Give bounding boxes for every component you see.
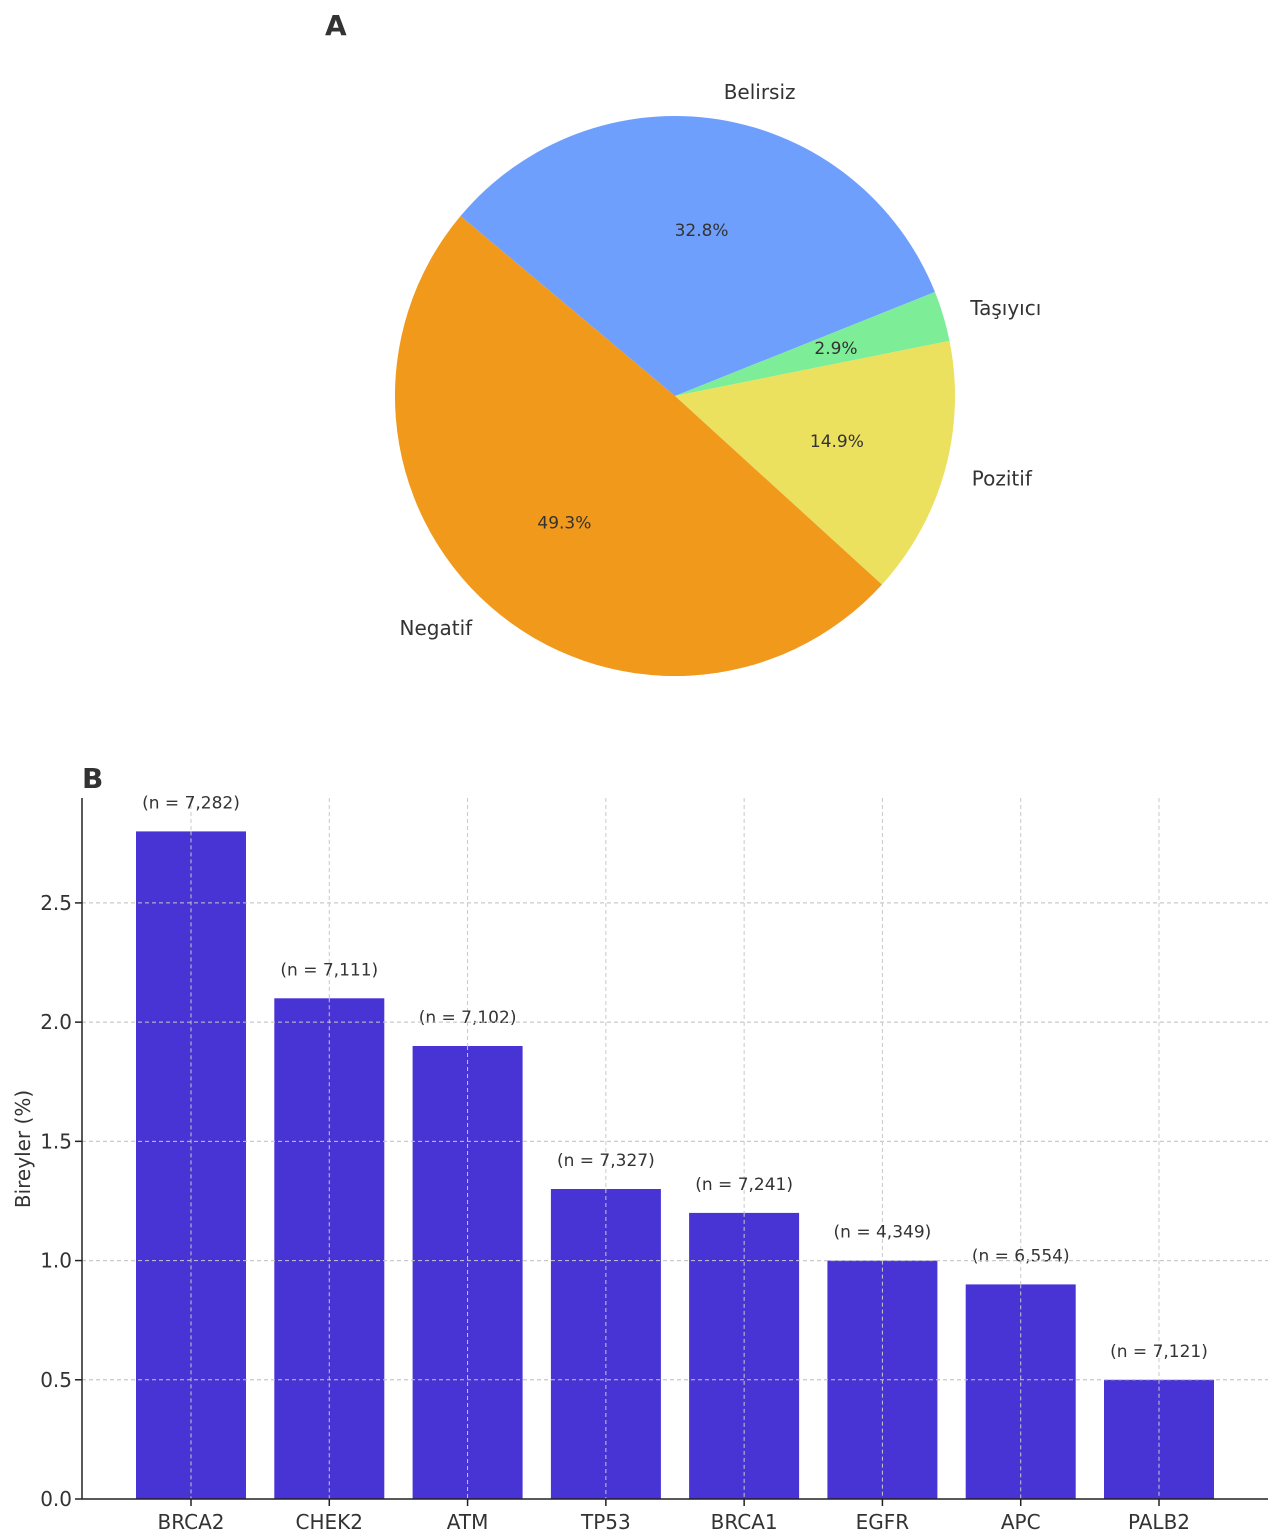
pie-value-tasiyici: 2.9% [814,339,857,359]
bar-bars: (n = 7,282) (n = 7,111) (n = 7,102) (n = 7,… [82,793,1268,1499]
panel-label-b: B [82,762,103,795]
x-tick-label-tp53: TP53 [580,1510,631,1534]
pie-slice-tasiyici [675,292,950,396]
bar-annotation-atm: (n = 7,102) [419,1008,517,1028]
bar-annotation-apc: (n = 6,554) [972,1246,1070,1266]
x-tick-label-chek2: CHEK2 [296,1510,363,1534]
y-tick-label: 2.0 [40,1010,72,1034]
y-tick-label: 0.0 [40,1487,72,1511]
pie-labels: Belirsiz 32.8% Taşıyıcı 2.9% Pozitif 14.9% Neg… [400,80,1042,640]
bar-annotation-brca1: (n = 7,241) [695,1175,793,1195]
pie-slice-pozitif [675,340,955,585]
bar-annotation-brca2: (n = 7,282) [142,793,240,813]
bar-annotation-chek2: (n = 7,111) [280,960,378,980]
y-tick-label: 2.5 [40,891,72,915]
pie-value-pozitif: 14.9% [810,432,864,452]
bar-chek2 [274,998,385,1499]
panel-label-a: A [325,9,347,42]
pie-label-negatif: Negatif [400,616,474,640]
pie-label-pozitif: Pozitif [972,466,1033,490]
x-tick-label-brca1: BRCA1 [711,1510,778,1534]
pie-slice-belirsiz [460,116,935,397]
y-tick-label: 1.5 [40,1129,72,1153]
x-tick-label-palb2: PALB2 [1128,1510,1190,1534]
x-tick-label-brca2: BRCA2 [158,1510,225,1534]
pie-label-belirsiz: Belirsiz [724,80,796,104]
x-tick-label-egfr: EGFR [856,1510,910,1534]
pie-slices [394,116,955,677]
y-axis-title: Bireyler (%) [11,1090,35,1208]
pie-label-tasiyici: Taşıyıcı [969,296,1041,320]
bar-annotation-palb2: (n = 7,121) [1110,1342,1208,1362]
pie-value-negatif: 49.3% [537,514,591,534]
bar-annotation-tp53: (n = 7,327) [557,1151,655,1171]
pie-value-belirsiz: 32.8% [675,221,729,241]
bar-axes: 0.0 0.5 1.0 1.5 2.0 2.5 BRCA2 CHEK2 ATM TP53 BRCA1… [40,798,1268,1534]
bar-chart-panel: B (n = 7,282)(n = 7,111)(n = 7,102)(n = … [11,762,1268,1534]
y-tick-label: 1.0 [40,1249,72,1273]
y-tick-label: 0.5 [40,1368,72,1392]
pie-slice-negatif [394,216,882,677]
pie-chart-panel: A Belirsiz 32.8% Taşıyıcı 2.9% Pozitif 14.9% N… [325,9,1042,677]
x-tick-label-atm: ATM [447,1510,489,1534]
bar-annotation-egfr: (n = 4,349) [834,1223,932,1243]
x-tick-label-apc: APC [1001,1510,1041,1534]
